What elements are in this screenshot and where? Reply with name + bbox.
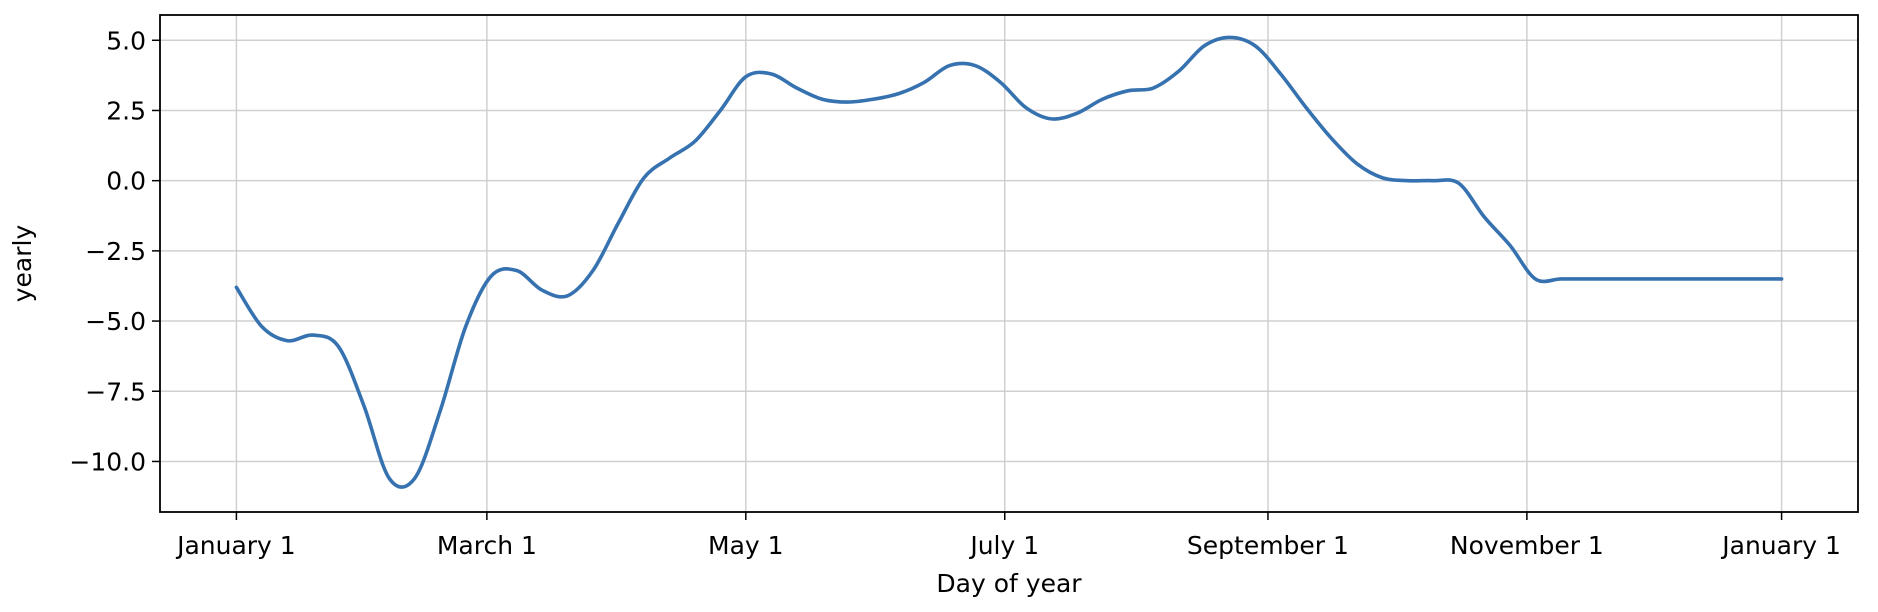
y-tick-label: −10.0	[69, 447, 146, 476]
y-tick-label: 5.0	[106, 26, 146, 55]
series-layer	[234, 35, 1784, 489]
y-axis-ticks: 5.0 2.5 0.0 −2.5 −5.0 −7.5 −10.0	[69, 26, 160, 476]
x-tick-label: January 1	[175, 531, 296, 560]
x-tick-label: May 1	[708, 531, 784, 560]
x-tick-label: March 1	[437, 531, 537, 560]
grid	[160, 15, 1858, 512]
y-tick-label: 0.0	[106, 167, 146, 196]
plot-frame	[159, 14, 1859, 513]
y-tick-label: −5.0	[85, 307, 146, 336]
x-tick-label: July 1	[968, 531, 1039, 560]
series-line	[234, 35, 1784, 489]
x-axis-title: Day of year	[936, 569, 1082, 598]
x-tick-label: January 1	[1720, 531, 1841, 560]
x-axis-ticks: January 1 March 1 May 1 July 1 September 1 No…	[175, 512, 1841, 560]
x-tick-label: September 1	[1187, 531, 1349, 560]
y-tick-label: 2.5	[106, 96, 146, 125]
x-tick-label: November 1	[1450, 531, 1604, 560]
y-axis-title: yearly	[8, 225, 37, 303]
y-tick-label: −7.5	[85, 377, 146, 406]
y-tick-label: −2.5	[85, 237, 146, 266]
